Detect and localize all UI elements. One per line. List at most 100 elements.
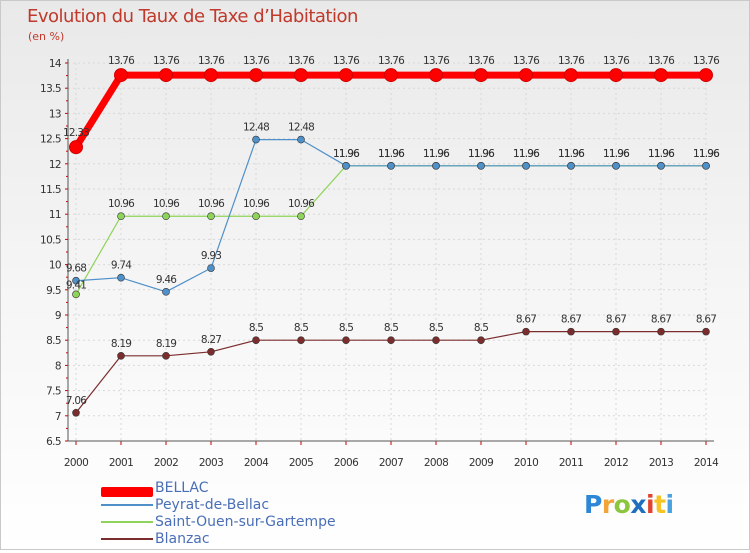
logo-letter: i xyxy=(646,490,655,519)
y-tick-label: 11.5 xyxy=(40,184,61,196)
x-tick-label: 2008 xyxy=(424,457,448,469)
legend-swatch-peyrat xyxy=(101,504,153,506)
data-label: 13.76 xyxy=(558,55,585,67)
data-point xyxy=(432,336,440,345)
data-label: 11.96 xyxy=(333,148,360,160)
data-point xyxy=(252,336,260,345)
logo-letter: o xyxy=(613,490,631,519)
data-point xyxy=(297,336,305,345)
data-point xyxy=(114,68,128,83)
y-tick-label: 12 xyxy=(49,159,61,171)
logo-letter: i xyxy=(665,490,675,519)
legend-swatch-saint-ouen xyxy=(101,521,153,523)
data-point xyxy=(339,68,353,83)
y-tick-label: 10.5 xyxy=(40,234,61,246)
data-label: 11.96 xyxy=(378,148,405,160)
data-label: 9.41 xyxy=(66,279,86,291)
data-point xyxy=(252,212,260,221)
data-label: 8.5 xyxy=(474,322,488,334)
data-label: 11.96 xyxy=(378,148,405,160)
data-point xyxy=(609,68,623,83)
data-label: 9.46 xyxy=(156,274,177,286)
data-label: 8.5 xyxy=(249,322,263,334)
data-point xyxy=(567,162,575,170)
data-point xyxy=(204,68,218,83)
data-point xyxy=(387,162,395,170)
data-label: 11.96 xyxy=(558,148,585,160)
data-point xyxy=(564,68,578,83)
data-label: 8.67 xyxy=(516,314,536,326)
y-tick-label: 14 xyxy=(49,58,62,70)
data-label: 13.76 xyxy=(153,55,180,67)
y-tick-label: 11 xyxy=(49,209,61,221)
data-point xyxy=(207,347,215,356)
x-tick-label: 2005 xyxy=(289,457,313,469)
data-point xyxy=(519,68,533,83)
data-label: 12.33 xyxy=(63,127,89,139)
data-point xyxy=(162,352,170,360)
y-tick-label: 7.5 xyxy=(46,386,61,398)
y-tick-label: 9 xyxy=(55,310,61,322)
data-point xyxy=(567,327,575,336)
data-point xyxy=(429,68,443,83)
logo-letter: P xyxy=(584,490,602,519)
legend-label: BELLAC xyxy=(155,480,209,496)
data-label: 11.96 xyxy=(693,148,720,160)
y-tick-label: 6.5 xyxy=(46,436,61,448)
data-label: 11.96 xyxy=(693,148,720,160)
data-point xyxy=(69,140,83,155)
y-tick-label: 10 xyxy=(49,260,61,272)
data-label: 10.96 xyxy=(288,198,315,210)
data-label: 8.67 xyxy=(696,314,716,326)
data-label: 13.76 xyxy=(243,55,270,67)
data-point xyxy=(117,273,125,282)
logo-letter: r xyxy=(601,490,614,519)
chart-title: Evolution du Taux de Taxe d’Habitation xyxy=(27,6,358,27)
data-label: 9.93 xyxy=(201,250,221,262)
legend-swatch-blanzac xyxy=(101,538,153,540)
data-label: 10.96 xyxy=(198,198,225,210)
data-label: 13.76 xyxy=(198,55,225,67)
data-label: 8.5 xyxy=(339,322,353,334)
data-label: 11.96 xyxy=(603,148,630,160)
data-point xyxy=(522,327,530,336)
x-tick-label: 2014 xyxy=(694,457,719,469)
x-tick-label: 2012 xyxy=(604,457,628,469)
data-point xyxy=(117,212,125,221)
data-label: 8.27 xyxy=(201,334,221,346)
data-label: 8.5 xyxy=(384,322,398,334)
data-label: 13.76 xyxy=(648,55,675,67)
data-labels: 12.33 13.76 13.76 13.76 13.76 13.76 13.76 13.76… xyxy=(63,55,721,407)
data-point xyxy=(477,336,485,345)
data-label: 8.19 xyxy=(111,338,131,350)
logo-letter: t xyxy=(654,490,666,519)
data-label: 13.76 xyxy=(378,55,405,67)
data-label: 11.96 xyxy=(558,148,585,160)
data-label: 11.96 xyxy=(648,148,675,160)
x-tick-label: 2004 xyxy=(244,457,269,469)
series-line-bellac xyxy=(73,71,706,150)
data-label: 13.76 xyxy=(693,55,720,67)
x-tick-label: 2009 xyxy=(469,457,493,469)
x-tick-label: 2010 xyxy=(514,457,538,469)
data-point xyxy=(72,408,80,417)
data-label: 9.74 xyxy=(111,260,132,272)
logo-letter: x xyxy=(630,490,646,519)
data-label: 10.96 xyxy=(108,198,135,210)
data-label: 13.76 xyxy=(468,55,495,67)
data-label: 8.67 xyxy=(561,314,581,326)
data-label: 11.96 xyxy=(648,148,675,160)
data-point xyxy=(477,162,485,170)
data-point xyxy=(432,162,440,170)
data-label: 12.48 xyxy=(243,122,269,134)
data-point xyxy=(699,68,713,83)
data-label: 13.76 xyxy=(333,55,360,67)
y-tick-label: 9.5 xyxy=(46,285,61,297)
data-label: 8.67 xyxy=(606,314,626,326)
x-tick-label: 2006 xyxy=(334,457,359,469)
data-point xyxy=(522,162,530,170)
x-tick-label: 2002 xyxy=(154,457,178,469)
data-point xyxy=(342,162,350,170)
